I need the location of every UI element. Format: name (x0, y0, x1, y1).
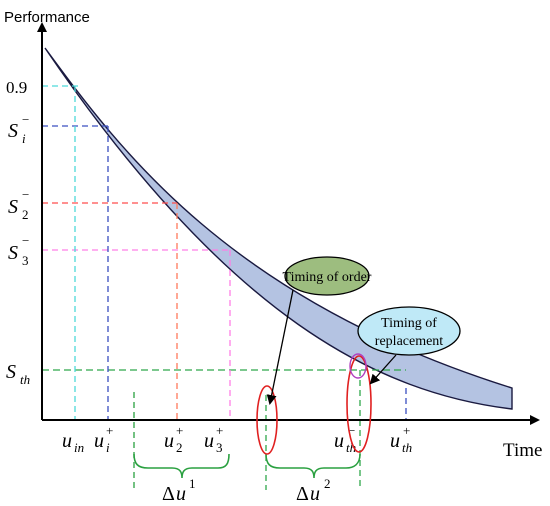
interval-label-du1: Δ u 1 (162, 476, 196, 505)
svg-text:+: + (403, 423, 410, 438)
x-label-u3: u 3 + (204, 423, 223, 455)
performance-band (44, 47, 513, 410)
x-label-uin: u in (62, 430, 84, 455)
svg-text:−: − (348, 423, 355, 438)
svg-text:3: 3 (216, 440, 223, 455)
y-label-09: 0.9 (6, 78, 27, 97)
svg-text:S: S (8, 196, 18, 218)
svg-text:u: u (176, 483, 186, 505)
svg-text:S: S (6, 361, 16, 383)
svg-text:th: th (402, 440, 412, 455)
svg-text:1: 1 (189, 476, 196, 491)
svg-text:th: th (346, 440, 356, 455)
svg-text:S: S (8, 242, 18, 264)
y-label-sth: S th (6, 361, 30, 387)
replacement-time-ellipse-inner (349, 353, 367, 379)
svg-text:u: u (390, 430, 400, 452)
svg-text:2: 2 (22, 207, 29, 222)
y-label-si: S i − (8, 112, 29, 146)
x-label-ui: u i + (94, 423, 113, 455)
svg-text:u: u (310, 483, 320, 505)
interval-label-du2: Δ u 2 (296, 476, 331, 505)
svg-text:th: th (20, 372, 30, 387)
svg-text:in: in (74, 440, 84, 455)
svg-text:u: u (334, 430, 344, 452)
x-label-uth-minus: u th − (334, 423, 356, 455)
svg-text:replacement: replacement (375, 334, 444, 349)
svg-text:S: S (8, 120, 18, 142)
svg-text:−: − (22, 233, 29, 248)
svg-text:+: + (106, 423, 113, 438)
y-label-s3: S 3 − (8, 233, 29, 268)
order-time-ellipse (256, 385, 278, 455)
svg-text:u: u (94, 430, 104, 452)
svg-text:−: − (22, 112, 29, 127)
replacement-time-ellipse-outer (346, 355, 372, 453)
y-axis-title: Performance (4, 9, 90, 26)
svg-text:+: + (216, 423, 223, 438)
x-label-u2: u 2 + (164, 423, 183, 455)
svg-text:Δ: Δ (162, 483, 175, 505)
callout-timing-of-replacement: Timing of replacement (357, 306, 461, 385)
svg-text:Δ: Δ (296, 483, 309, 505)
svg-text:3: 3 (22, 253, 29, 268)
y-label-s2: S 2 − (8, 187, 29, 222)
svg-text:u: u (204, 430, 214, 452)
order-arrow (266, 289, 294, 405)
svg-text:2: 2 (324, 476, 331, 491)
bracket-du2 (265, 453, 361, 479)
svg-text:u: u (62, 430, 72, 452)
bracket-du1 (133, 453, 230, 479)
replacement-arrow (369, 354, 397, 385)
svg-text:+: + (176, 423, 183, 438)
svg-text:2: 2 (176, 440, 183, 455)
svg-text:i: i (22, 131, 26, 146)
x-axis-title: Time (503, 440, 542, 461)
callout-timing-of-order: Timing of order (266, 256, 372, 405)
svg-text:u: u (164, 430, 174, 452)
svg-text:Timing of: Timing of (381, 316, 437, 331)
svg-text:i: i (106, 440, 110, 455)
svg-text:−: − (22, 187, 29, 202)
svg-text:Timing of order: Timing of order (283, 270, 372, 285)
x-label-uth-plus: u th + (390, 423, 412, 455)
